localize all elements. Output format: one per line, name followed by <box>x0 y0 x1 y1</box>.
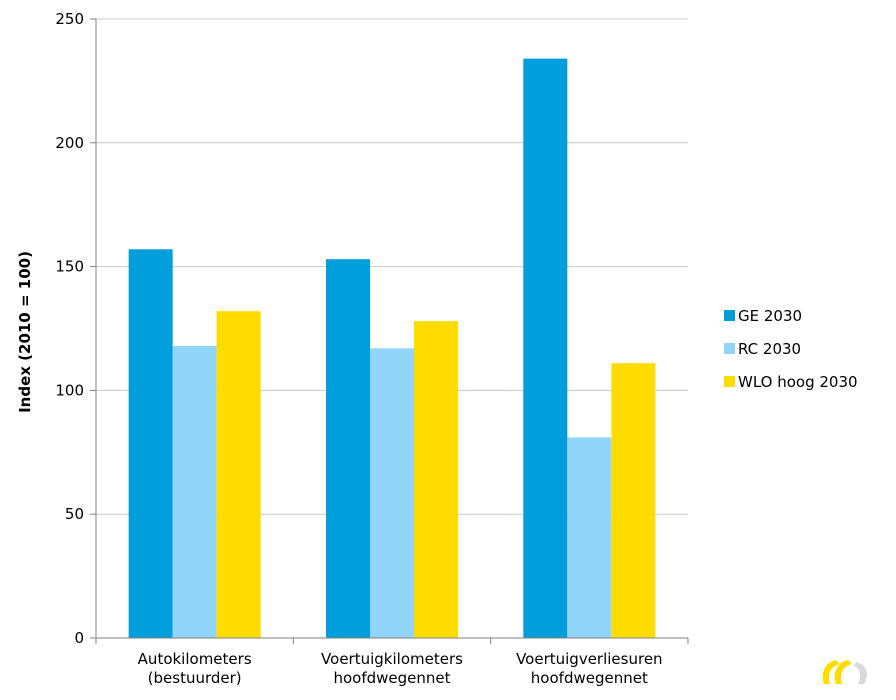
x-category-labels: Autokilometers (bestuurder) Voertuigkilome… <box>138 650 663 687</box>
bar <box>172 345 217 638</box>
y-tick-label: 50 <box>65 505 84 523</box>
bar <box>523 58 568 638</box>
bar <box>370 348 414 638</box>
bar <box>567 437 612 638</box>
x-category-label: Autokilometers (bestuurder) <box>138 650 252 687</box>
bar <box>128 249 173 638</box>
bar <box>216 311 261 638</box>
bar <box>611 363 656 638</box>
y-axis-title: Index (2010 = 100) <box>16 251 34 413</box>
x-category-label: Voertuigkilometers hoofdwegennet <box>321 650 463 687</box>
x-category-label: Voertuigverliesuren hoofdwegennet <box>516 650 662 687</box>
legend-label: RC 2030 <box>738 340 801 358</box>
y-tick-label: 150 <box>55 258 84 276</box>
y-tick-label: 100 <box>55 381 84 399</box>
legend-label: WLO hoog 2030 <box>738 373 858 391</box>
legend-label: GE 2030 <box>738 307 802 325</box>
y-tick-label: 0 <box>74 629 84 647</box>
bar <box>326 259 370 638</box>
corner-logo <box>822 660 867 684</box>
y-tick-labels: 0 50 100 150 200 250 <box>55 10 84 647</box>
y-tick-label: 200 <box>55 134 84 152</box>
legend-swatch <box>724 310 735 321</box>
axes <box>90 19 688 639</box>
y-tick-label: 250 <box>55 10 84 28</box>
bars <box>128 58 656 638</box>
legend-swatch <box>724 376 735 387</box>
bar <box>414 321 458 638</box>
legend: GE 2030 RC 2030 WLO hoog 2030 <box>724 307 858 391</box>
legend-swatch <box>724 343 735 354</box>
